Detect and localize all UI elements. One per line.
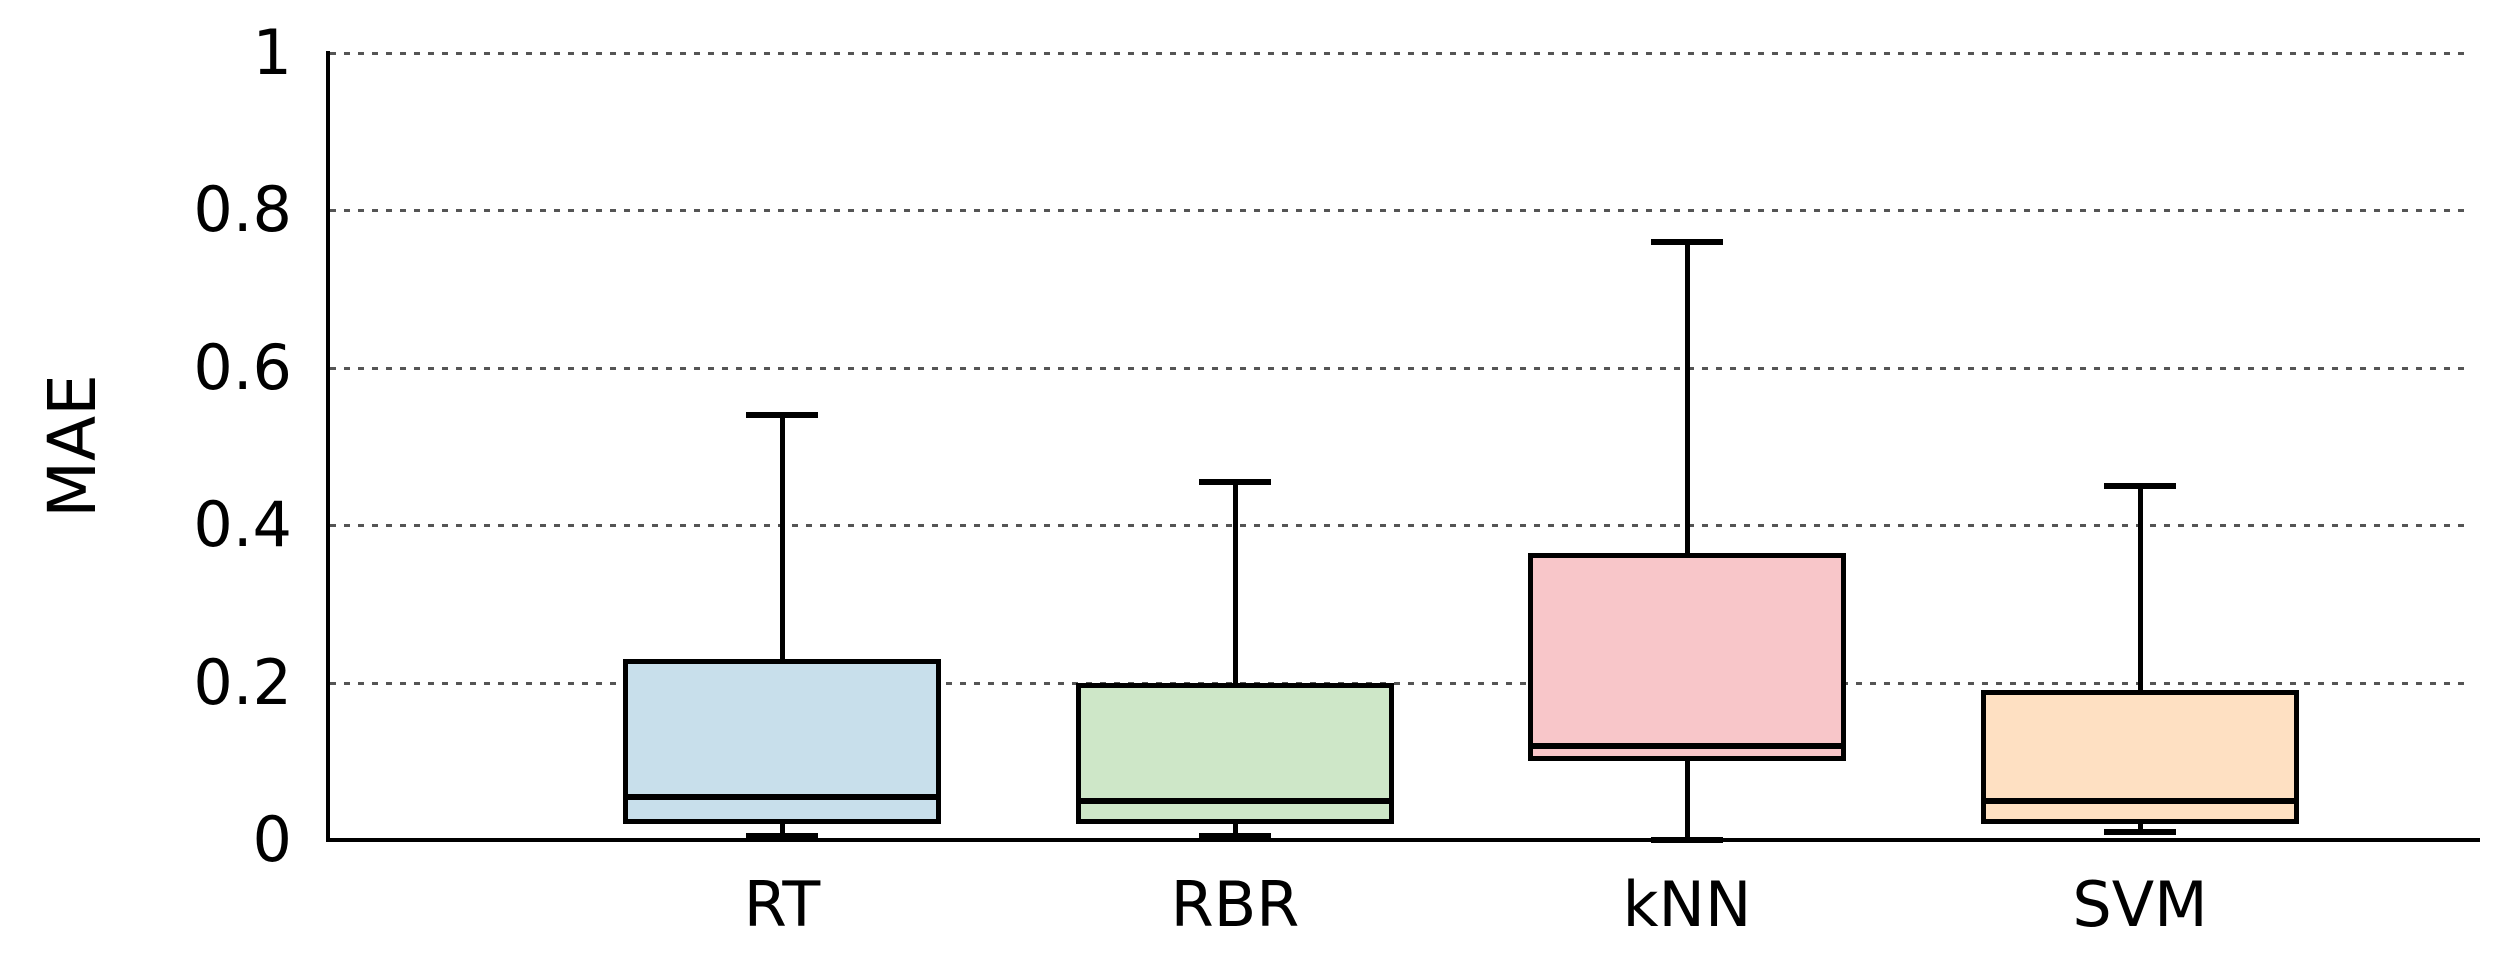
y-tick-label: 0 (252, 803, 292, 876)
lower-whisker-cap (2104, 829, 2176, 836)
gridline-y-0.2 (330, 681, 2470, 685)
upper-whisker-cap (2104, 482, 2176, 489)
gridline-y-0.8 (330, 209, 2470, 213)
gridline-y-0.6 (330, 366, 2470, 370)
upper-whisker-line (1233, 481, 1238, 683)
lower-whisker-cap (1199, 833, 1271, 840)
iqr-box (1981, 690, 2299, 825)
x-tick-label-kNN: kNN (1622, 868, 1752, 941)
y-tick-label: 0.2 (193, 645, 292, 719)
y-tick-label: 0.8 (193, 173, 292, 247)
upper-whisker-line (2138, 485, 2143, 691)
upper-whisker-cap (746, 412, 818, 419)
upper-whisker-cap (1651, 238, 1723, 245)
upper-whisker-cap (1199, 478, 1271, 485)
median-line (1528, 742, 1846, 749)
y-axis-line (326, 51, 330, 842)
upper-whisker-line (1685, 241, 1690, 553)
lower-whisker-line (2138, 824, 2143, 833)
lower-whisker-line (1233, 824, 1238, 837)
x-tick-label-RT: RT (743, 868, 821, 941)
median-line (1076, 797, 1394, 804)
y-tick-label: 0.4 (193, 488, 292, 562)
median-line (1981, 797, 2299, 804)
x-tick-label-RBR: RBR (1170, 868, 1300, 941)
x-tick-label-SVM: SVM (2072, 868, 2208, 941)
y-tick-label: 0.6 (193, 330, 292, 404)
lower-whisker-cap (746, 833, 818, 840)
gridline-y-1 (330, 52, 2470, 55)
gridline-y-0.4 (330, 524, 2470, 528)
lower-whisker-line (1685, 761, 1690, 840)
y-tick-label: 1 (252, 16, 292, 89)
upper-whisker-line (780, 415, 785, 659)
iqr-box (1528, 552, 1846, 762)
x-axis-line (326, 838, 2480, 842)
lower-whisker-line (780, 824, 785, 837)
median-line (623, 793, 941, 800)
